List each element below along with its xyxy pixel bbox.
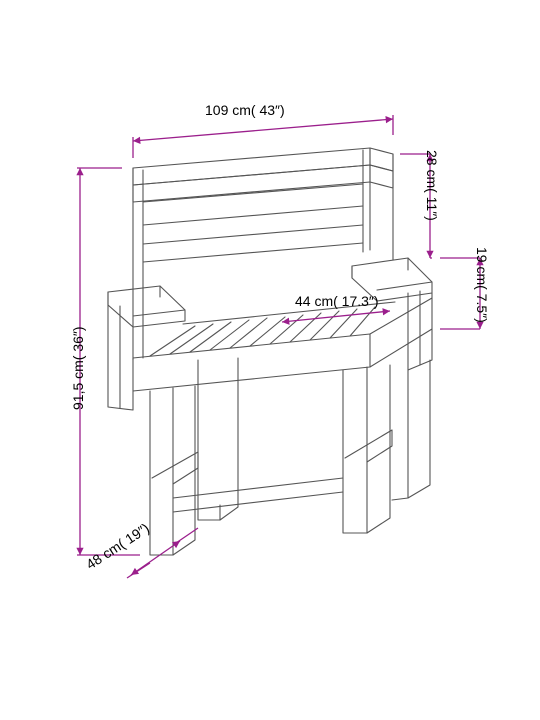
- dim-backrest-height: 28 cm( 11″): [424, 150, 440, 221]
- dim-armrest-height: 19 cm( 7.5″): [474, 247, 490, 323]
- dim-seat-depth: 44 cm( 17.3″): [295, 293, 379, 309]
- dim-total-height: 91,5 cm( 36″): [70, 326, 86, 410]
- bench-drawing: [108, 148, 432, 555]
- dim-width-top: 109 cm( 43″): [205, 102, 285, 118]
